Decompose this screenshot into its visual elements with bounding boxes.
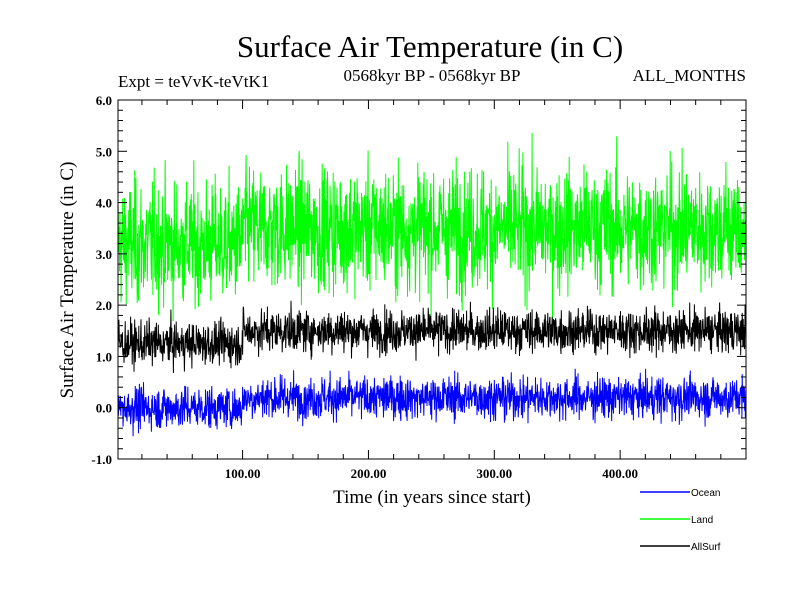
x-tick-label: 400.00 [602, 466, 638, 481]
y-tick-label: 0.0 [96, 401, 112, 416]
y-tick-label: 2.0 [96, 298, 112, 313]
x-tick-label: 100.00 [225, 466, 261, 481]
y-tick-label: 4.0 [96, 196, 112, 211]
plot-frame [117, 99, 747, 460]
y-axis-label: Surface Air Temperature (in C) [57, 162, 78, 399]
series-line-allsurf [117, 300, 747, 374]
legend-label-allsurf: AllSurf [691, 542, 721, 553]
chart-subtitle-left: Expt = teVvK-teVtK1 [118, 72, 269, 91]
legend-label-land: Land [691, 515, 713, 526]
legend: Ocean Land AllSurf [640, 488, 721, 553]
y-tick-label: 1.0 [96, 349, 112, 364]
y-tick-label: 3.0 [96, 247, 112, 262]
chart-title: Surface Air Temperature (in C) [237, 29, 623, 64]
series-layer [117, 132, 747, 437]
chart-subtitle-right: ALL_MONTHS [633, 66, 746, 85]
x-tick-label: 200.00 [351, 466, 387, 481]
x-tick-label: 300.00 [476, 466, 512, 481]
y-tick-label: 5.0 [96, 144, 112, 159]
y-tick-label: 6.0 [96, 93, 112, 108]
y-tick-label: -1.0 [91, 452, 112, 467]
series-line-land [117, 132, 747, 325]
series-line-ocean [117, 368, 747, 437]
legend-label-ocean: Ocean [691, 488, 720, 499]
axes-layer: -1.0 0.0 1.0 2.0 3.0 4.0 5.0 6.0 100.00 200.00 300… [91, 93, 747, 481]
x-axis-label: Time (in years since start) [333, 487, 531, 508]
chart-subtitle-center: 0568kyr BP - 0568kyr BP [344, 66, 521, 85]
